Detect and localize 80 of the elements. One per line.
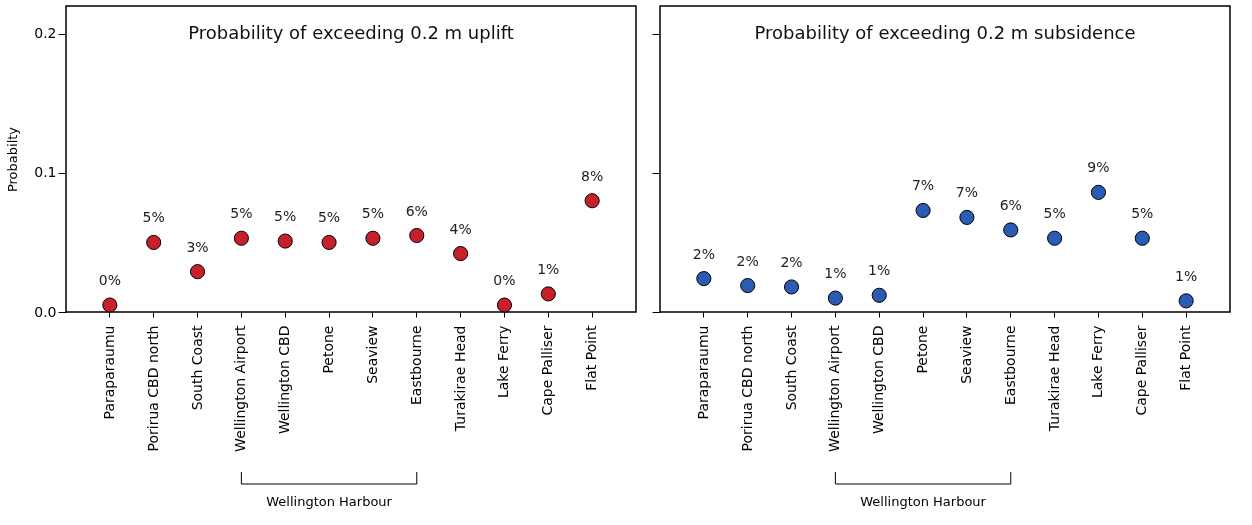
- data-label: 0%: [98, 272, 121, 289]
- x-tick-label: South Coast: [188, 324, 205, 411]
- x-tick-label: Eastbourne: [1001, 325, 1018, 406]
- point: [783, 279, 800, 295]
- x-tick-label: Eastbourne: [407, 325, 424, 406]
- point: [696, 271, 712, 287]
- x-tick-label: Wellington CBD: [276, 325, 293, 435]
- point: [496, 297, 513, 313]
- text: Wellington Harbour: [266, 494, 393, 509]
- data-label: 2%: [736, 252, 759, 269]
- data-label: 7%: [955, 184, 979, 201]
- x-tick-label: South Coast: [782, 324, 799, 411]
- point: [1178, 293, 1194, 309]
- x-tick-label: Wellington Airport: [826, 325, 843, 452]
- point: [146, 234, 162, 251]
- x-tick-label: Lake Ferry: [495, 325, 512, 399]
- x-tick-label: Cape Palliser: [539, 325, 556, 416]
- x-tick-label: Seaview: [363, 325, 380, 384]
- point: [409, 227, 425, 244]
- x-tick-label: Porirua CBD north: [144, 325, 161, 452]
- data-label: 1%: [824, 265, 847, 282]
- data-label: 1%: [868, 262, 891, 279]
- data-label: 9%: [1087, 159, 1110, 176]
- point: [540, 286, 556, 302]
- point: [365, 230, 381, 246]
- data-label: 2%: [780, 253, 803, 270]
- x-tick-label: Wellington Airport: [232, 325, 249, 452]
- x-tick-label: Petone: [914, 325, 931, 374]
- point: [1090, 184, 1107, 200]
- x-tick-label: Porirua CBD north: [738, 325, 755, 452]
- point: [102, 297, 118, 313]
- point: [189, 264, 206, 280]
- y-axis-title: Probabilty: [5, 126, 21, 193]
- y-tick-label: 0.0: [34, 303, 57, 320]
- data-label: 3%: [186, 238, 209, 255]
- data-label: 6%: [405, 202, 428, 219]
- x-tick-label: Petone: [320, 325, 337, 374]
- point: [1047, 230, 1063, 246]
- point: [915, 202, 931, 219]
- data-label: 2%: [692, 245, 715, 262]
- point: [584, 193, 600, 209]
- data-label: 6%: [999, 196, 1022, 213]
- point: [233, 230, 249, 246]
- data-label: 1%: [1175, 267, 1198, 284]
- data-label: 4%: [449, 220, 472, 237]
- x-tick-label: Turakirae Head: [451, 325, 468, 433]
- x-tick-label: Flat Point: [583, 325, 600, 391]
- data-label: 5%: [142, 209, 165, 226]
- data-label: 5%: [230, 205, 253, 222]
- x-tick-label: Cape Palliser: [1133, 325, 1150, 416]
- point: [740, 278, 756, 294]
- point: [959, 209, 975, 225]
- x-tick-label: Seaview: [957, 325, 974, 384]
- y-tick-label: 0.1: [34, 164, 57, 181]
- x-tick-label: Paraparaumu: [694, 325, 711, 420]
- data-label: 5%: [1043, 205, 1066, 222]
- data-label: 8%: [581, 167, 604, 184]
- point: [871, 287, 887, 303]
- x-tick-label: Paraparaumu: [100, 325, 117, 420]
- x-tick-label: Wellington CBD: [870, 325, 887, 435]
- x-tick-label: Lake Ferry: [1089, 325, 1106, 399]
- y-tick-label: 0.2: [34, 25, 57, 42]
- point: [277, 233, 293, 249]
- point: [453, 246, 469, 262]
- data-label: 5%: [274, 208, 297, 225]
- point: [1134, 230, 1150, 246]
- data-label: 7%: [911, 177, 935, 194]
- data-label: 5%: [361, 205, 385, 222]
- x-tick-label: Flat Point: [1177, 325, 1194, 391]
- text: Probability of exceeding 0.2 m subsidence: [754, 22, 1136, 43]
- x-tick-label: Turakirae Head: [1045, 325, 1062, 433]
- point: [1003, 222, 1019, 238]
- data-label: 1%: [537, 260, 560, 277]
- text: Wellington Harbour: [860, 494, 987, 509]
- data-label: 5%: [1131, 205, 1154, 222]
- data-label: 0%: [493, 272, 516, 289]
- point: [321, 234, 337, 251]
- text: Probability of exceeding 0.2 m uplift: [188, 22, 514, 43]
- point: [827, 290, 843, 306]
- data-label: 5%: [317, 209, 341, 226]
